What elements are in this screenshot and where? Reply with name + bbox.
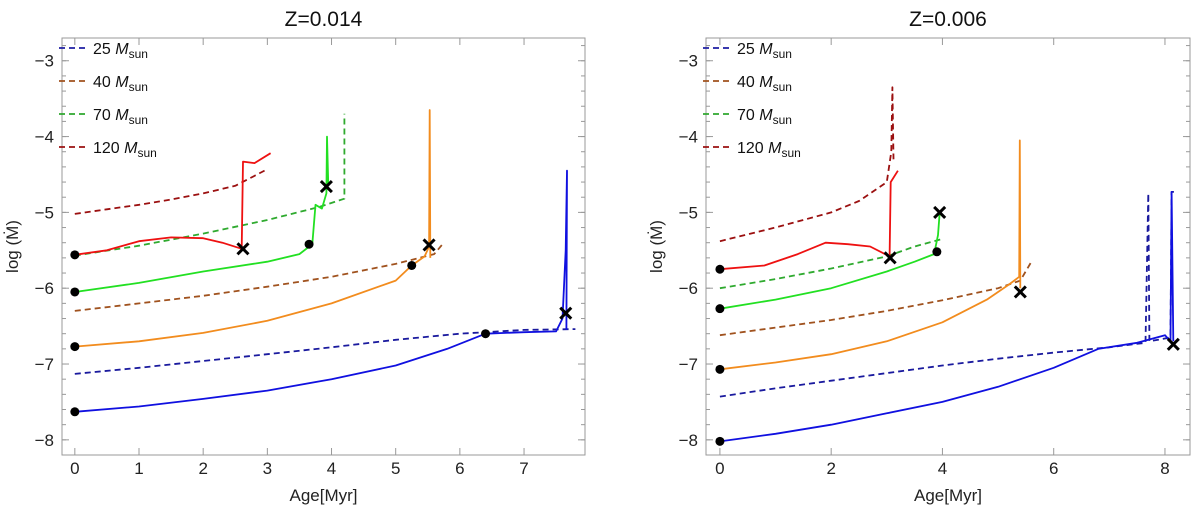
series-line-70-msun-dashed — [719, 238, 943, 290]
legend-label: 40 Msun — [93, 74, 148, 94]
legend: 25 Msun 40 Msun 70 Msun 120 Msun — [703, 41, 801, 160]
series-line-120-msun — [74, 152, 272, 256]
series-line-40-msun-dashed — [719, 261, 1033, 337]
start-dot-marker — [932, 247, 942, 257]
chart-panel-z0014: Z=0.014 0 1 2 3 4 5 6 7 −8 −7 −6 −5 −4 −3 Age[Myr] log (… — [3, 8, 586, 505]
y-axis-label: log (Ṁ) — [647, 220, 666, 273]
y-tick-label: −7 — [35, 355, 54, 374]
x-tick-label: 0 — [70, 459, 79, 478]
x-tick-label: 2 — [198, 459, 207, 478]
start-dot-marker — [715, 364, 725, 374]
series-line-120-msun — [719, 170, 899, 271]
x-tick-label: 6 — [1049, 459, 1058, 478]
plot-frame — [61, 37, 586, 456]
start-dot-marker — [304, 239, 314, 249]
legend: 25 Msun 40 Msun 70 Msun 120 Msun — [59, 41, 157, 160]
cross-marker — [422, 238, 436, 252]
start-dot-marker — [70, 250, 80, 260]
start-dot-marker — [70, 407, 80, 417]
cross-marker — [1166, 337, 1180, 351]
x-tick-label: 6 — [455, 459, 464, 478]
x-tick-label: 4 — [938, 459, 947, 478]
series-line-25-msun — [74, 169, 568, 413]
legend-label: 120 Msun — [737, 140, 801, 160]
series-line-40-msun — [74, 109, 432, 348]
chart-panel-z0006: Z=0.006 0 2 4 6 8 −8 −7 −6 −5 −4 −3 Age[Myr] log (Ṁ) 2… — [647, 8, 1191, 505]
y-tick-label: −3 — [679, 52, 698, 71]
y-tick-label: −8 — [35, 431, 54, 450]
legend-label: 25 Msun — [93, 41, 148, 61]
start-dot-marker — [715, 264, 725, 274]
y-tick-label: −4 — [35, 128, 54, 147]
cross-marker — [236, 242, 250, 256]
series-line-25-msun — [719, 191, 1175, 443]
y-tick-label: −6 — [679, 279, 698, 298]
series-line-25-msun-dashed — [74, 328, 576, 375]
start-dot-marker — [407, 260, 417, 270]
x-axis-label: Age[Myr] — [289, 486, 357, 505]
start-dot-marker — [481, 329, 491, 339]
y-tick-label: −7 — [679, 355, 698, 374]
y-tick-label: −3 — [35, 52, 54, 71]
x-axis-label: Age[Myr] — [914, 486, 982, 505]
start-dot-marker — [70, 287, 80, 297]
plot-frame — [705, 37, 1191, 456]
start-dot-marker — [70, 342, 80, 352]
x-tick-label: 0 — [715, 459, 724, 478]
start-dot-marker — [715, 436, 725, 446]
y-tick-label: −5 — [35, 203, 54, 222]
x-tick-label: 4 — [327, 459, 336, 478]
series-line-40-msun-dashed — [74, 242, 445, 312]
series-line-120-msun-dashed — [719, 86, 895, 243]
series-line-70-msun-dashed — [74, 113, 346, 257]
series-line-70-msun — [719, 212, 941, 310]
legend-label: 70 Msun — [737, 107, 792, 127]
legend-label: 70 Msun — [93, 107, 148, 127]
plot-area — [719, 86, 1175, 443]
x-tick-label: 7 — [519, 459, 528, 478]
cross-marker — [559, 306, 573, 320]
series-line-70-msun — [74, 135, 330, 293]
legend-label: 25 Msun — [737, 41, 792, 61]
cross-marker — [883, 251, 897, 265]
chart-title: Z=0.006 — [909, 8, 987, 31]
y-axis-label: log (Ṁ) — [3, 220, 22, 273]
start-dot-marker — [715, 304, 725, 314]
y-tick-label: −5 — [679, 203, 698, 222]
x-tick-label: 5 — [391, 459, 400, 478]
cross-marker — [933, 205, 947, 219]
x-tick-label: 2 — [826, 459, 835, 478]
cross-marker — [1013, 285, 1027, 299]
legend-label: 40 Msun — [737, 74, 792, 94]
y-tick-label: −4 — [679, 128, 698, 147]
x-tick-label: 3 — [263, 459, 272, 478]
series-line-25-msun-dashed — [719, 191, 1174, 398]
chart-title: Z=0.014 — [285, 8, 363, 31]
y-tick-label: −6 — [35, 279, 54, 298]
y-tick-label: −8 — [679, 431, 698, 450]
cross-marker — [319, 180, 333, 194]
x-tick-label: 1 — [134, 459, 143, 478]
legend-label: 120 Msun — [93, 140, 157, 160]
series-line-120-msun-dashed — [74, 168, 268, 215]
x-tick-label: 8 — [1160, 459, 1169, 478]
series-line-40-msun — [719, 139, 1022, 371]
